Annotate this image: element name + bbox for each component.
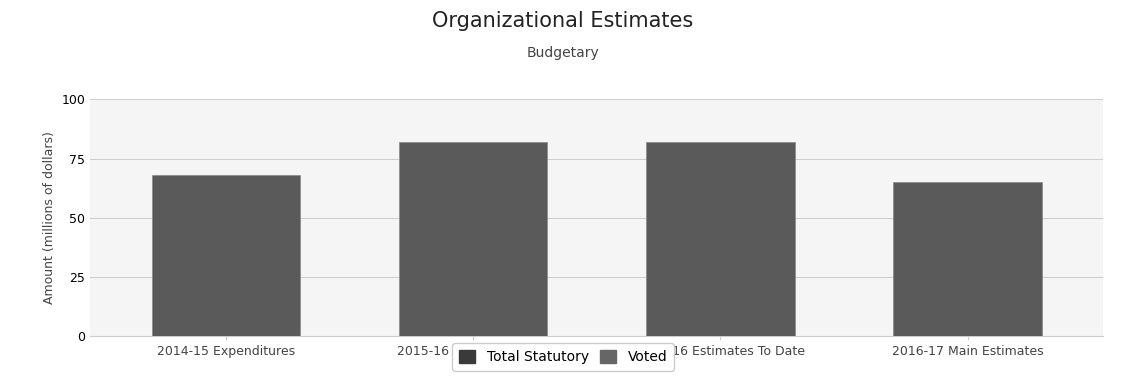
Text: Organizational Estimates: Organizational Estimates [432, 11, 694, 31]
Legend: Total Statutory, Voted: Total Statutory, Voted [452, 343, 674, 371]
Y-axis label: Amount (millions of dollars): Amount (millions of dollars) [43, 131, 56, 304]
Bar [152, 175, 301, 336]
Bar [646, 142, 795, 336]
Bar [399, 142, 547, 336]
Text: Budgetary: Budgetary [527, 46, 599, 60]
Bar [893, 182, 1042, 336]
